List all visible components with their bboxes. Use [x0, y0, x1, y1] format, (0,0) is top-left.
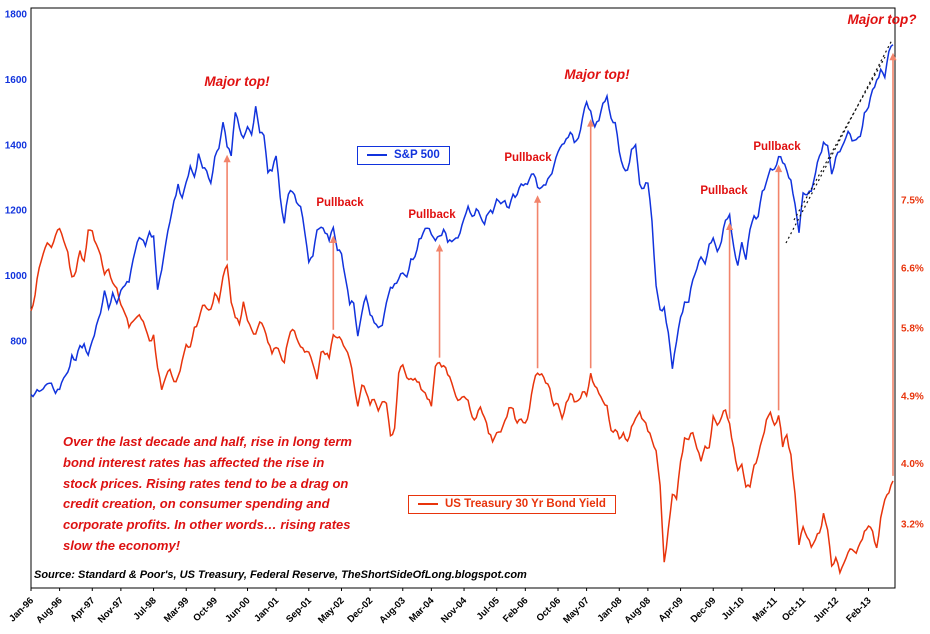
x-tick-label: Aug-03: [377, 595, 408, 626]
arrowhead-up-icon: [889, 52, 897, 61]
left-tick-label: 1200: [5, 206, 28, 217]
x-tick-label: Jun-00: [223, 595, 252, 624]
right-tick-label: 6.6%: [901, 263, 924, 274]
x-tick-label: Jan-08: [595, 595, 624, 624]
x-tick-label: Jun-12: [811, 595, 840, 624]
left-tick-label: 1800: [5, 10, 28, 21]
left-tick-label: 1400: [5, 140, 28, 151]
x-tick-label: Jul-10: [720, 595, 747, 622]
right-tick-label: 4.0%: [901, 459, 924, 470]
sp500-line-sample: [367, 154, 387, 156]
x-tick-label: May-02: [316, 595, 347, 626]
x-tick-label: Jul-05: [475, 595, 503, 623]
bond-yield-line: [30, 227, 894, 576]
commentary-box: Over the last decade and half, rise in l…: [63, 434, 352, 553]
arrowhead-up-icon: [725, 222, 734, 230]
legend-sp500: S&P 500: [357, 146, 450, 165]
x-tick-label: Oct-11: [780, 595, 809, 624]
arrowhead-up-icon: [775, 164, 783, 173]
left-tick-label: 1600: [5, 75, 28, 86]
source-note: Source: Standard & Poor's, US Treasury, …: [34, 569, 527, 581]
x-tick-label: Aug-08: [622, 595, 653, 626]
trendline-dotted: [793, 56, 886, 221]
event-label: Pullback: [504, 152, 552, 164]
x-tick-label: Apr-09: [657, 595, 686, 624]
arrowhead-up-icon: [223, 154, 231, 163]
x-tick-label: Mar-11: [751, 595, 781, 625]
arrowhead-up-icon: [533, 195, 542, 203]
event-label: Major top!: [564, 67, 630, 82]
x-tick-label: Feb-06: [501, 595, 530, 624]
plot-border: [30, 7, 896, 589]
x-tick-label: Sep-01: [284, 595, 314, 625]
x-tick-label: Oct-06: [534, 595, 563, 624]
right-tick-label: 3.2%: [901, 519, 924, 530]
x-tick-label: Jul-98: [131, 595, 158, 622]
left-tick-label: 1000: [5, 271, 28, 282]
arrowhead-up-icon: [587, 119, 595, 127]
x-tick-label: Jan-96: [7, 595, 36, 624]
x-tick-label: Mar-99: [162, 595, 191, 624]
event-label: Pullback: [408, 209, 456, 221]
x-tick-label: Nov-97: [96, 595, 126, 625]
legend-bond-label: US Treasury 30 Yr Bond Yield: [445, 498, 606, 510]
event-label: Pullback: [316, 197, 364, 209]
x-tick-label: Nov-04: [439, 595, 470, 626]
legend-sp500-label: S&P 500: [394, 149, 440, 161]
right-axis-labels: 7.5% 6.6% 5.8% 4.9% 4.0% 3.2%: [901, 196, 924, 531]
left-axis-labels: 1800 1600 1400 1200 1000 800: [5, 10, 28, 348]
x-tick-label: Dec-02: [345, 595, 375, 625]
legend-bond-yield: US Treasury 30 Yr Bond Yield: [408, 495, 616, 514]
arrowhead-up-icon: [435, 244, 444, 252]
right-tick-label: 4.9%: [901, 391, 924, 402]
x-tick-label: Oct-99: [191, 595, 220, 624]
left-tick-label: 800: [10, 337, 27, 348]
event-label: Pullback: [700, 185, 748, 197]
x-tick-label: Jan-01: [252, 595, 282, 625]
arrowhead-up-icon: [329, 235, 337, 244]
x-tick-label: Mar-04: [407, 595, 437, 625]
right-tick-label: 7.5%: [901, 196, 924, 207]
event-label: Major top?: [848, 12, 917, 27]
x-tick-label: Aug-96: [34, 595, 65, 626]
right-tick-label: 5.8%: [901, 324, 924, 335]
bond-line-sample: [418, 503, 438, 505]
x-tick-label: Apr-97: [68, 595, 97, 624]
trendline-dotted: [785, 39, 893, 244]
x-tick-label: Dec-09: [689, 595, 719, 625]
event-annotations: Major top! Pullback Pullback Pullback Major …: [204, 12, 917, 476]
x-tick-label: May-07: [561, 595, 592, 626]
x-tick-label: Feb-13: [844, 595, 873, 624]
event-label: Pullback: [753, 141, 801, 153]
sp500-line: [30, 44, 894, 398]
event-label: Major top!: [204, 74, 270, 89]
